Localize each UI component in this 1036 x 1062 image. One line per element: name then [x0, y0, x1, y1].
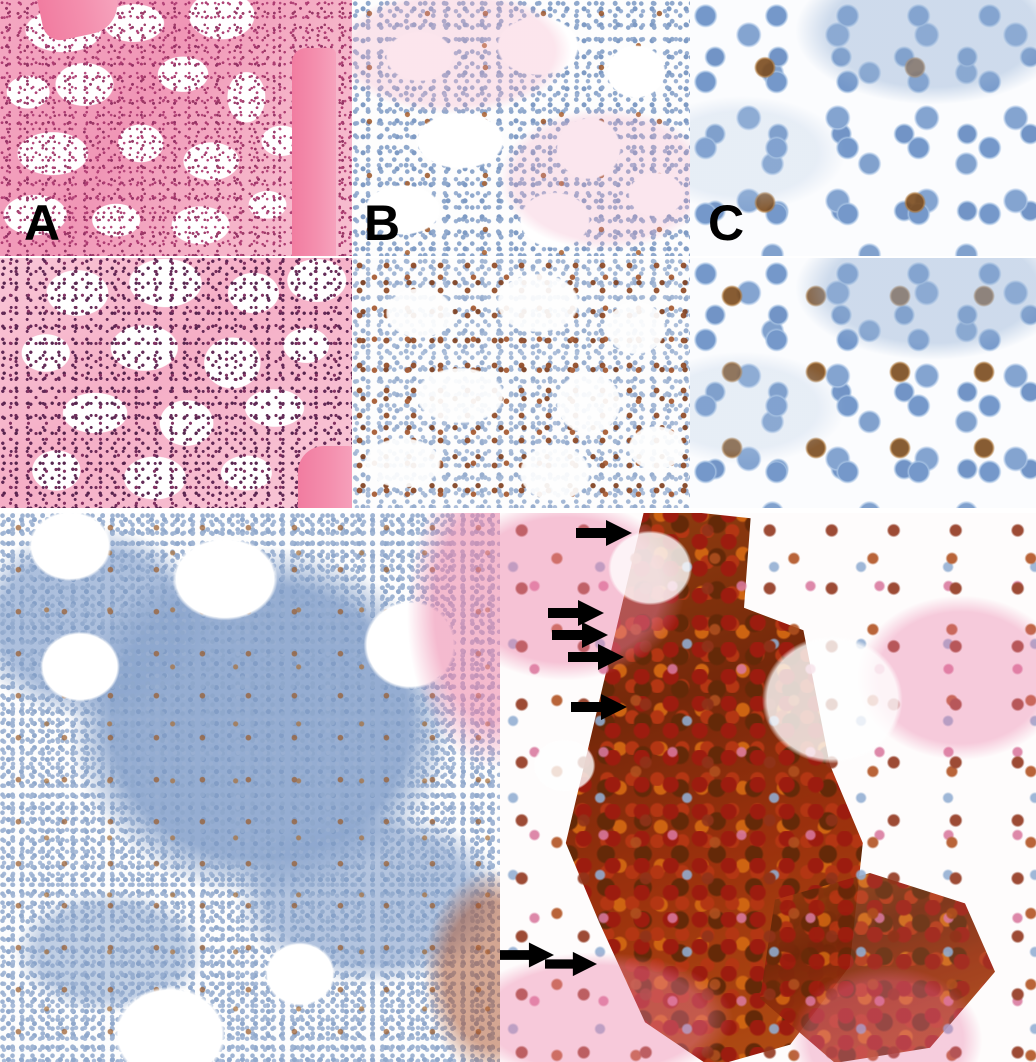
- panel-g[interactable]: G: [0, 513, 500, 1062]
- arrow-6: [500, 940, 554, 970]
- panel-c-out-of-focus-veil: [690, 0, 1036, 256]
- panel-e-fat-vacuoles: [352, 258, 690, 508]
- panel-h-fat-vacuoles: [500, 513, 1036, 1062]
- panel-f-out-of-focus-veil: [690, 258, 1036, 508]
- panel-e[interactable]: E: [352, 258, 690, 508]
- panel-a[interactable]: A: [0, 0, 352, 256]
- panel-b-fat-vacuoles: [352, 0, 690, 256]
- panel-b[interactable]: B: [352, 0, 690, 256]
- panel-g-pink-edge-wash: [0, 513, 500, 1062]
- panel-b-background-wash: [352, 0, 690, 256]
- arrow-5: [571, 692, 627, 722]
- panel-f[interactable]: F: [690, 258, 1036, 508]
- arrow-3: [552, 620, 608, 650]
- panel-a-label: A: [24, 195, 60, 251]
- arrow-7: [545, 950, 597, 978]
- panel-h[interactable]: H: [500, 513, 1036, 1062]
- arrow-1: [576, 518, 632, 548]
- panel-d[interactable]: D: [0, 258, 352, 508]
- panel-f-brown-positive-nuclei: [690, 258, 1036, 508]
- arrow-2: [548, 598, 604, 628]
- arrow-4: [568, 642, 624, 672]
- panel-c-label: C: [708, 195, 744, 251]
- panel-c[interactable]: C: [690, 0, 1036, 256]
- panel-a-bone-trabecula: [292, 48, 336, 256]
- panel-b-label: B: [364, 195, 400, 251]
- panel-c-rare-positive-cells: [690, 0, 1036, 256]
- panel-d-bone-trabecula: [298, 446, 352, 508]
- panel-d-nuclei-texture: [0, 258, 352, 508]
